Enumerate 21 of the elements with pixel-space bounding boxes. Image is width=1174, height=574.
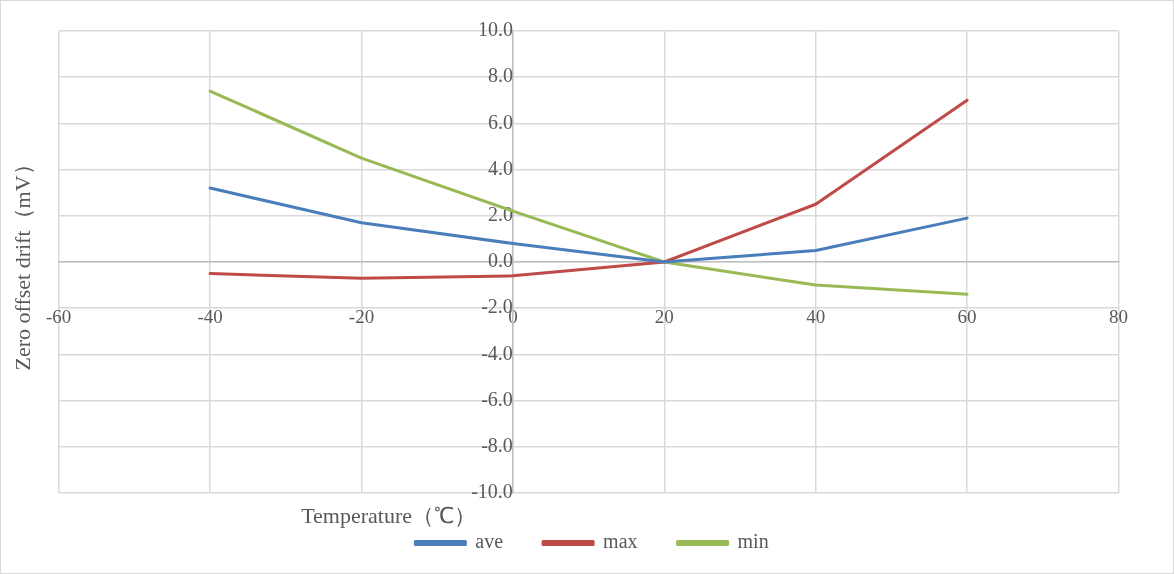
- y-tick-label: 6.0: [487, 110, 513, 133]
- y-tick-label: -10.0: [471, 480, 513, 503]
- x-tick-label: 80: [1109, 306, 1128, 328]
- x-tick-label: -40: [197, 306, 223, 328]
- y-tick-label: -8.0: [481, 434, 513, 457]
- legend-label: ave: [475, 530, 504, 553]
- x-tick-label: 40: [806, 306, 826, 328]
- x-tick-label: 20: [654, 306, 674, 328]
- x-tick-label: -60: [46, 306, 72, 328]
- y-axis-title: Zero offset drift（mV）: [10, 153, 36, 371]
- x-axis-title: Temperature（℃）: [301, 502, 476, 528]
- y-tick-label: 10.0: [477, 18, 513, 41]
- y-tick-label: -4.0: [481, 341, 513, 364]
- legend-label: max: [603, 530, 638, 553]
- y-tick-label: 8.0: [487, 64, 513, 87]
- y-tick-label: -6.0: [481, 387, 513, 410]
- x-tick-label: -20: [348, 306, 375, 328]
- x-tick-label: 60: [957, 306, 977, 328]
- y-tick-label: 4.0: [487, 156, 513, 179]
- legend-label: min: [737, 530, 769, 553]
- y-tick-label: 0.0: [487, 249, 513, 272]
